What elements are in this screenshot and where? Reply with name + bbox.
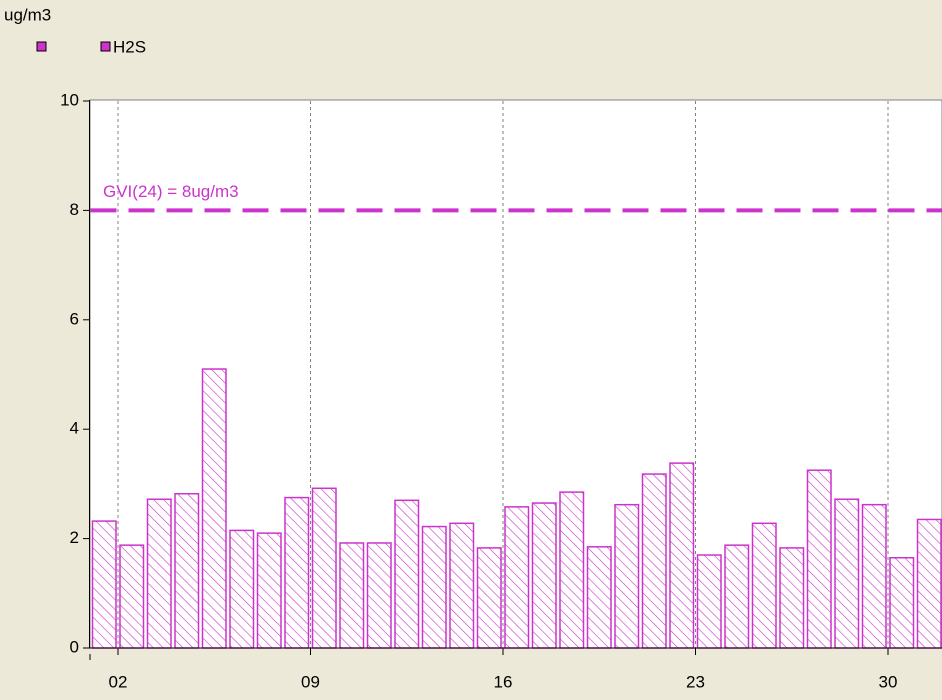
bar bbox=[916, 518, 942, 649]
threshold-label: GVI(24) = 8ug/m3 bbox=[103, 182, 239, 201]
x-tick-label: 23 bbox=[686, 672, 705, 691]
bar bbox=[586, 546, 612, 649]
bar bbox=[614, 503, 640, 649]
x-tick-label: 02 bbox=[109, 672, 128, 691]
x-tick-label: 30 bbox=[879, 672, 898, 691]
bar bbox=[889, 556, 915, 649]
legend-swatch bbox=[36, 41, 47, 52]
y-axis-label: ug/m3 bbox=[4, 5, 51, 24]
bar bbox=[504, 506, 530, 649]
bar bbox=[119, 544, 145, 649]
bar bbox=[421, 525, 447, 649]
bar bbox=[339, 542, 365, 649]
bar bbox=[284, 496, 310, 649]
bar bbox=[559, 491, 585, 649]
bar bbox=[91, 520, 117, 649]
y-tick-label: 8 bbox=[70, 200, 79, 219]
bar bbox=[311, 487, 337, 649]
y-tick-label: 4 bbox=[70, 419, 79, 438]
y-tick-label: 2 bbox=[70, 528, 79, 547]
x-tick-label: 16 bbox=[494, 672, 513, 691]
bar bbox=[256, 532, 282, 649]
legend-swatch bbox=[100, 41, 111, 52]
bar bbox=[751, 522, 777, 649]
bar bbox=[531, 502, 557, 649]
bar bbox=[174, 492, 200, 649]
bar bbox=[861, 503, 887, 649]
bar bbox=[476, 547, 502, 649]
bar bbox=[806, 469, 832, 649]
bar bbox=[394, 499, 420, 649]
y-tick-label: 6 bbox=[70, 309, 79, 328]
bar bbox=[696, 554, 722, 649]
bar bbox=[201, 368, 227, 649]
y-tick-label: 0 bbox=[70, 637, 79, 656]
bar bbox=[366, 542, 392, 649]
bar bbox=[449, 522, 475, 649]
bar bbox=[779, 547, 805, 649]
bar bbox=[834, 498, 860, 649]
x-tick-label: 09 bbox=[301, 672, 320, 691]
bar bbox=[669, 462, 695, 649]
bar bbox=[641, 473, 667, 649]
y-tick-label: 10 bbox=[60, 90, 79, 109]
bar bbox=[229, 529, 255, 649]
bar bbox=[146, 498, 172, 649]
legend-label: H2S bbox=[113, 37, 146, 56]
bar bbox=[724, 544, 750, 649]
